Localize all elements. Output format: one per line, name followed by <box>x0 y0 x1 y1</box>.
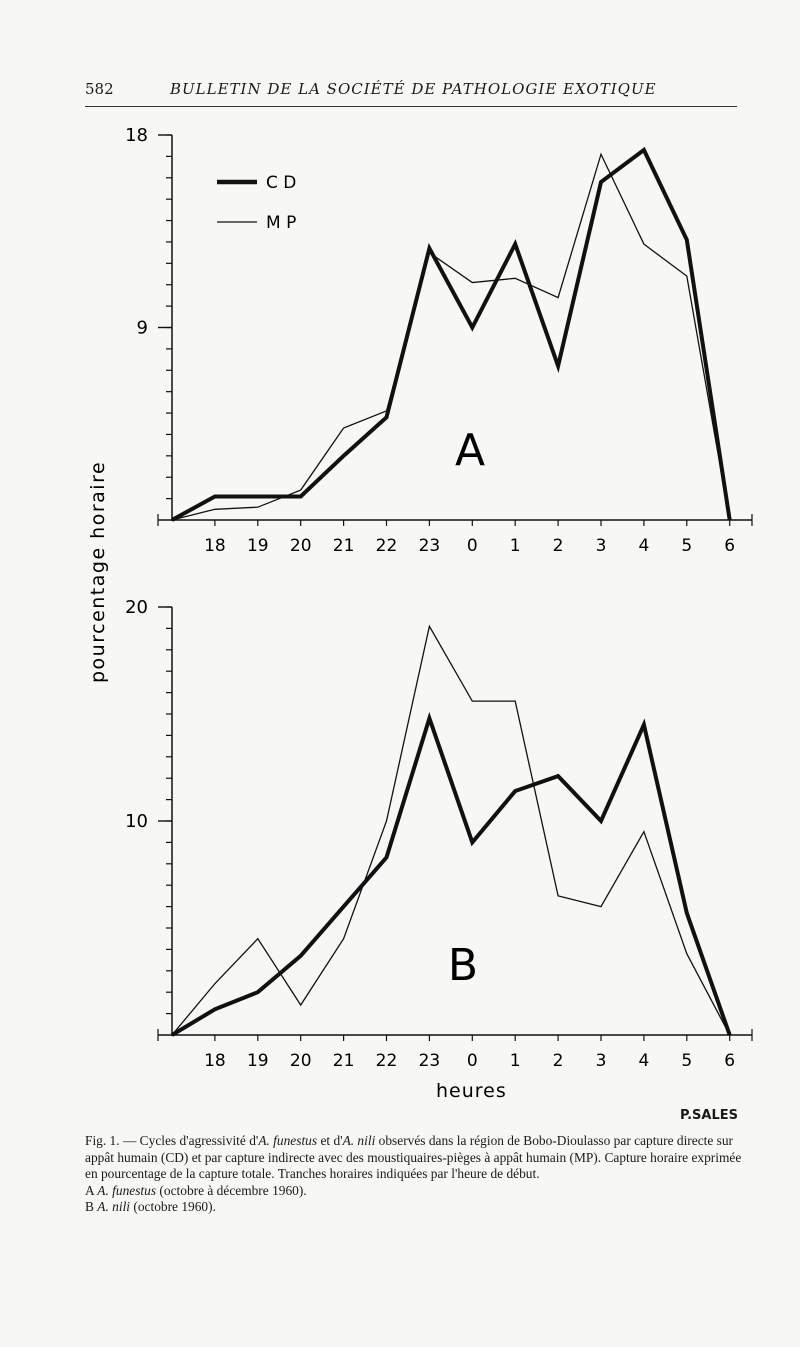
legend-mp-label: M P <box>266 213 296 233</box>
y-tick-label: 9 <box>137 318 148 339</box>
caption-text: Fig. 1. — Cycles d'agressivité d' <box>85 1133 259 1148</box>
x-tick-label: 19 <box>247 1051 269 1071</box>
x-tick-label: 1 <box>510 536 521 556</box>
x-tick-label: 20 <box>290 1051 312 1071</box>
x-tick-label: 6 <box>724 1051 735 1071</box>
x-tick-label: 21 <box>333 536 355 556</box>
caption-panel-label: B <box>85 1199 94 1214</box>
x-tick-label: 4 <box>638 1051 649 1071</box>
x-tick-label: 0 <box>467 1051 478 1071</box>
x-tick-label: 0 <box>467 536 478 556</box>
x-tick-label: 18 <box>204 1051 226 1071</box>
header-rule <box>85 106 737 107</box>
y-tick-label: 20 <box>125 597 148 618</box>
legend: C D M P <box>217 173 296 233</box>
x-tick-label: 3 <box>596 1051 607 1071</box>
x-tick-label: 22 <box>376 1051 398 1071</box>
x-tick-label: 2 <box>553 536 564 556</box>
caption-text: (octobre à décembre 1960). <box>156 1182 307 1198</box>
caption-species: A. nili <box>342 1133 376 1148</box>
figure-author: P.SALES <box>679 1108 738 1123</box>
caption-species: A. funestus <box>97 1182 157 1198</box>
series-line-cd <box>170 711 732 1037</box>
series-line-mp <box>171 624 731 1036</box>
panel-letter: B <box>448 940 478 991</box>
x-tick-label: 21 <box>333 1051 355 1071</box>
x-tick-label: 23 <box>419 536 441 556</box>
x-tick-label: 20 <box>290 536 312 556</box>
x-tick-label: 18 <box>204 536 226 556</box>
caption-text: et d' <box>317 1133 343 1148</box>
x-axis-label: heures <box>436 1080 507 1102</box>
series-line-cd <box>171 146 732 522</box>
x-tick-label: 5 <box>681 1051 692 1071</box>
x-tick-label: 6 <box>724 536 735 556</box>
x-tick-label: 5 <box>681 536 692 556</box>
x-tick-label: 4 <box>638 536 649 556</box>
x-tick-label: 3 <box>596 536 607 556</box>
x-tick-label: 22 <box>376 536 398 556</box>
caption-text: (octobre 1960). <box>130 1199 216 1214</box>
series-line-mp <box>171 152 731 521</box>
running-title: BULLETIN DE LA SOCIÉTÉ DE PATHOLOGIE EXO… <box>170 80 657 98</box>
caption-panel-label: A <box>85 1182 94 1198</box>
panel-letter: A <box>455 425 485 476</box>
x-tick-label: 1 <box>510 1051 521 1071</box>
caption-text: observés dans la région de Bobo-Dioulass… <box>85 1133 742 1181</box>
caption-species: A. nili <box>97 1199 131 1214</box>
x-tick-label: 2 <box>553 1051 564 1071</box>
figure-caption: Fig. 1. — Cycles d'agressivité d'A. fune… <box>85 1133 745 1216</box>
y-tick-label: 18 <box>125 125 148 146</box>
caption-species: A. funestus <box>258 1133 318 1148</box>
y-axis-label: pourcentage horaire <box>87 461 109 683</box>
legend-cd-label: C D <box>266 173 296 193</box>
page-number: 582 <box>85 80 114 98</box>
x-tick-label: 19 <box>247 536 269 556</box>
y-tick-label: 10 <box>125 811 148 832</box>
x-tick-label: 23 <box>419 1051 441 1071</box>
